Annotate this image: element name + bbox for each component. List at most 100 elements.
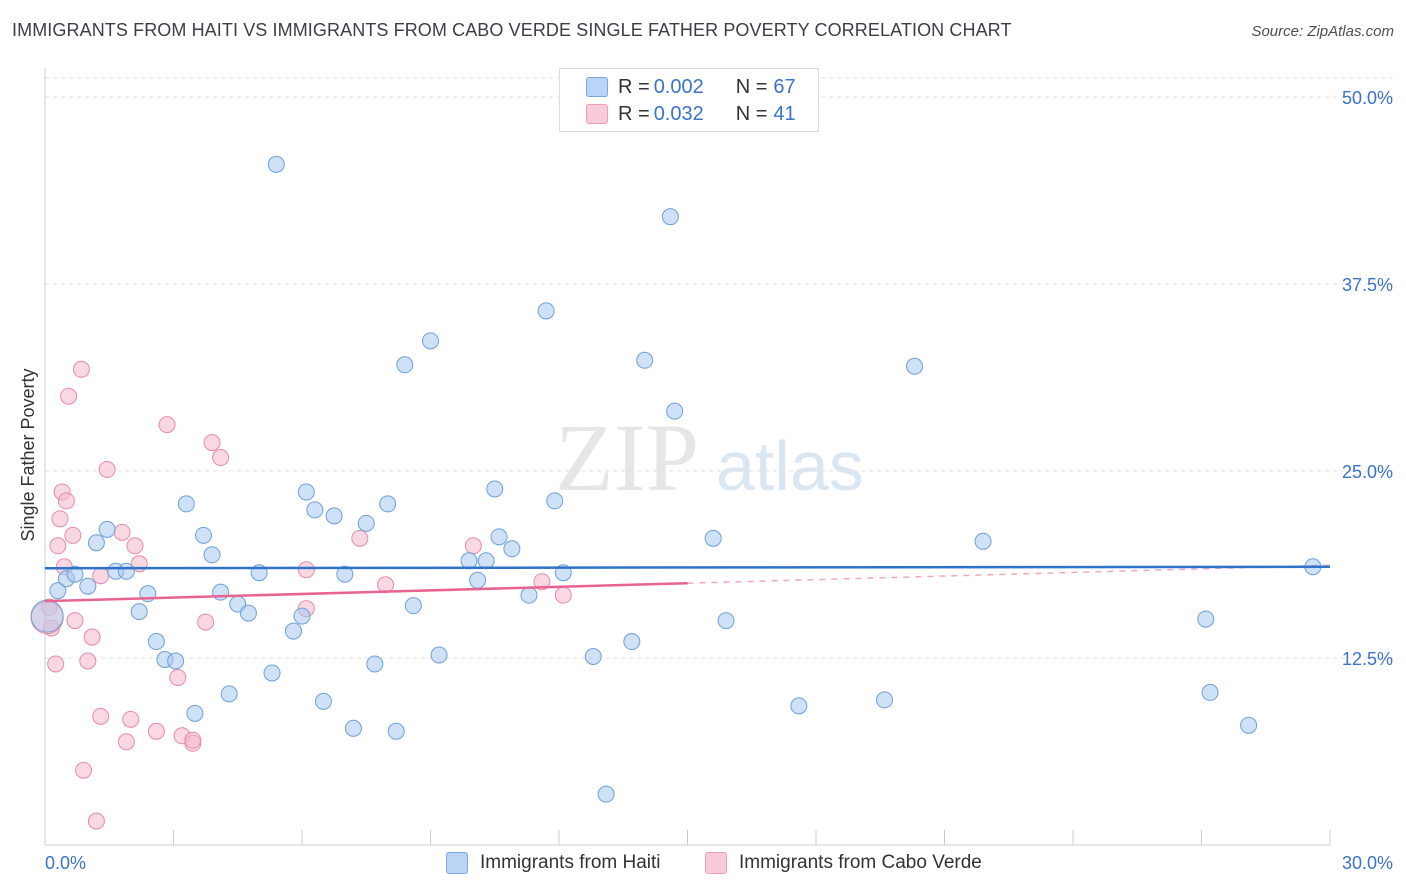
haiti-point: [212, 583, 230, 601]
cabo-verde-point: [72, 360, 90, 378]
haiti-point: [297, 483, 315, 501]
bottom-legend-cabo-verde: Immigrants from Cabo Verde: [705, 852, 982, 874]
legend-row-haiti: R = 0.002 N = 67: [586, 74, 796, 100]
haiti-trend-line: [44, 565, 1331, 570]
legend-swatch-haiti: [586, 77, 608, 97]
cabo-verde-point: [212, 449, 230, 467]
haiti-point: [974, 532, 992, 550]
haiti-point: [357, 514, 375, 532]
legend-r-label: R =: [618, 75, 650, 98]
haiti-point: [239, 604, 257, 622]
cabo-verde-point: [197, 613, 215, 631]
legend-n-value: 67: [773, 75, 796, 98]
cabo-verde-point: [554, 586, 572, 604]
haiti-point: [30, 599, 64, 633]
haiti-point: [203, 546, 221, 564]
haiti-point: [486, 480, 504, 498]
cabo-verde-point: [87, 812, 105, 830]
legend-n-label: N =: [735, 102, 768, 125]
bottom-legend-swatch-haiti: [446, 852, 468, 874]
haiti-point: [661, 208, 679, 226]
cabo-verde-trend-line: [44, 581, 688, 603]
legend-r-value: 0.032: [653, 102, 704, 125]
haiti-point: [366, 655, 384, 673]
haiti-point: [387, 722, 405, 740]
cabo-verde-point: [64, 526, 82, 544]
cabo-verde-point: [203, 434, 221, 452]
cabo-verde-point: [351, 529, 369, 547]
legend-swatch-cabo-verde: [586, 104, 608, 124]
haiti-point: [1201, 683, 1219, 701]
legend-r-label: R =: [618, 102, 650, 125]
haiti-point: [284, 622, 302, 640]
haiti-point: [267, 155, 285, 173]
haiti-point: [906, 357, 924, 375]
haiti-point: [460, 552, 478, 570]
cabo-verde-point: [66, 612, 84, 630]
haiti-point: [379, 495, 397, 513]
legend-n-label: N =: [735, 75, 768, 98]
haiti-point: [98, 520, 116, 538]
haiti-point: [87, 534, 105, 552]
x-tick-label-max: 30.0%: [1342, 853, 1393, 873]
haiti-point: [49, 582, 67, 600]
haiti-point: [117, 562, 135, 580]
cabo-verde-point: [297, 561, 315, 579]
haiti-point: [503, 540, 521, 558]
haiti-point: [1240, 716, 1258, 734]
haiti-point: [430, 646, 448, 664]
haiti-point: [336, 565, 354, 583]
y-tick-label: 50.0%: [1342, 88, 1393, 108]
cabo-verde-point: [184, 731, 202, 749]
cabo-verde-point: [98, 461, 116, 479]
cabo-verde-point: [122, 710, 140, 728]
haiti-point: [325, 507, 343, 525]
cabo-verde-point: [49, 537, 67, 555]
haiti-point: [584, 648, 602, 666]
haiti-point: [186, 704, 204, 722]
haiti-point: [167, 652, 185, 670]
haiti-point: [717, 612, 735, 630]
cabo-verde-point: [75, 761, 93, 779]
x-tick-label-min: 0.0%: [45, 853, 86, 873]
haiti-point: [477, 552, 495, 570]
cabo-verde-point: [158, 416, 176, 434]
cabo-verde-point: [92, 707, 110, 725]
cabo-verde-point: [147, 722, 165, 740]
source-label: Source: ZipAtlas.com: [1251, 23, 1394, 40]
bottom-legend-swatch-cabo-verde: [705, 852, 727, 874]
haiti-point: [790, 697, 808, 715]
haiti-point: [306, 501, 324, 519]
y-axis-label: Single Father Poverty: [18, 368, 38, 541]
haiti-point: [469, 571, 487, 589]
cabo-verde-point: [83, 628, 101, 646]
haiti-point: [194, 526, 212, 544]
cabo-verde-point: [113, 523, 131, 541]
haiti-point: [704, 529, 722, 547]
haiti-point: [177, 495, 195, 513]
legend-row-cabo-verde: R = 0.032 N = 41: [586, 101, 796, 127]
chart-title: IMMIGRANTS FROM HAITI VS IMMIGRANTS FROM…: [12, 20, 1012, 40]
cabo-verde-point: [47, 655, 65, 673]
haiti-point: [130, 603, 148, 621]
haiti-point: [623, 633, 641, 651]
haiti-point: [79, 577, 97, 595]
haiti-point: [314, 692, 332, 710]
haiti-point: [546, 492, 564, 510]
bottom-legend-label-haiti: Immigrants from Haiti: [480, 852, 661, 873]
haiti-point: [66, 565, 84, 583]
bottom-legend-haiti: Immigrants from Haiti: [446, 852, 661, 874]
haiti-point: [293, 607, 311, 625]
haiti-point: [344, 719, 362, 737]
watermark-atlas: atlas: [716, 427, 864, 505]
cabo-verde-point: [60, 387, 78, 405]
bottom-legend-label-cabo-verde: Immigrants from Cabo Verde: [739, 852, 982, 873]
cabo-verde-point: [92, 567, 110, 585]
cabo-verde-point: [464, 537, 482, 555]
haiti-point: [520, 586, 538, 604]
haiti-point: [636, 351, 654, 369]
watermark-zip: ZIP: [555, 404, 699, 511]
cabo-verde-point: [79, 652, 97, 670]
legend-r-value: 0.002: [653, 75, 704, 98]
